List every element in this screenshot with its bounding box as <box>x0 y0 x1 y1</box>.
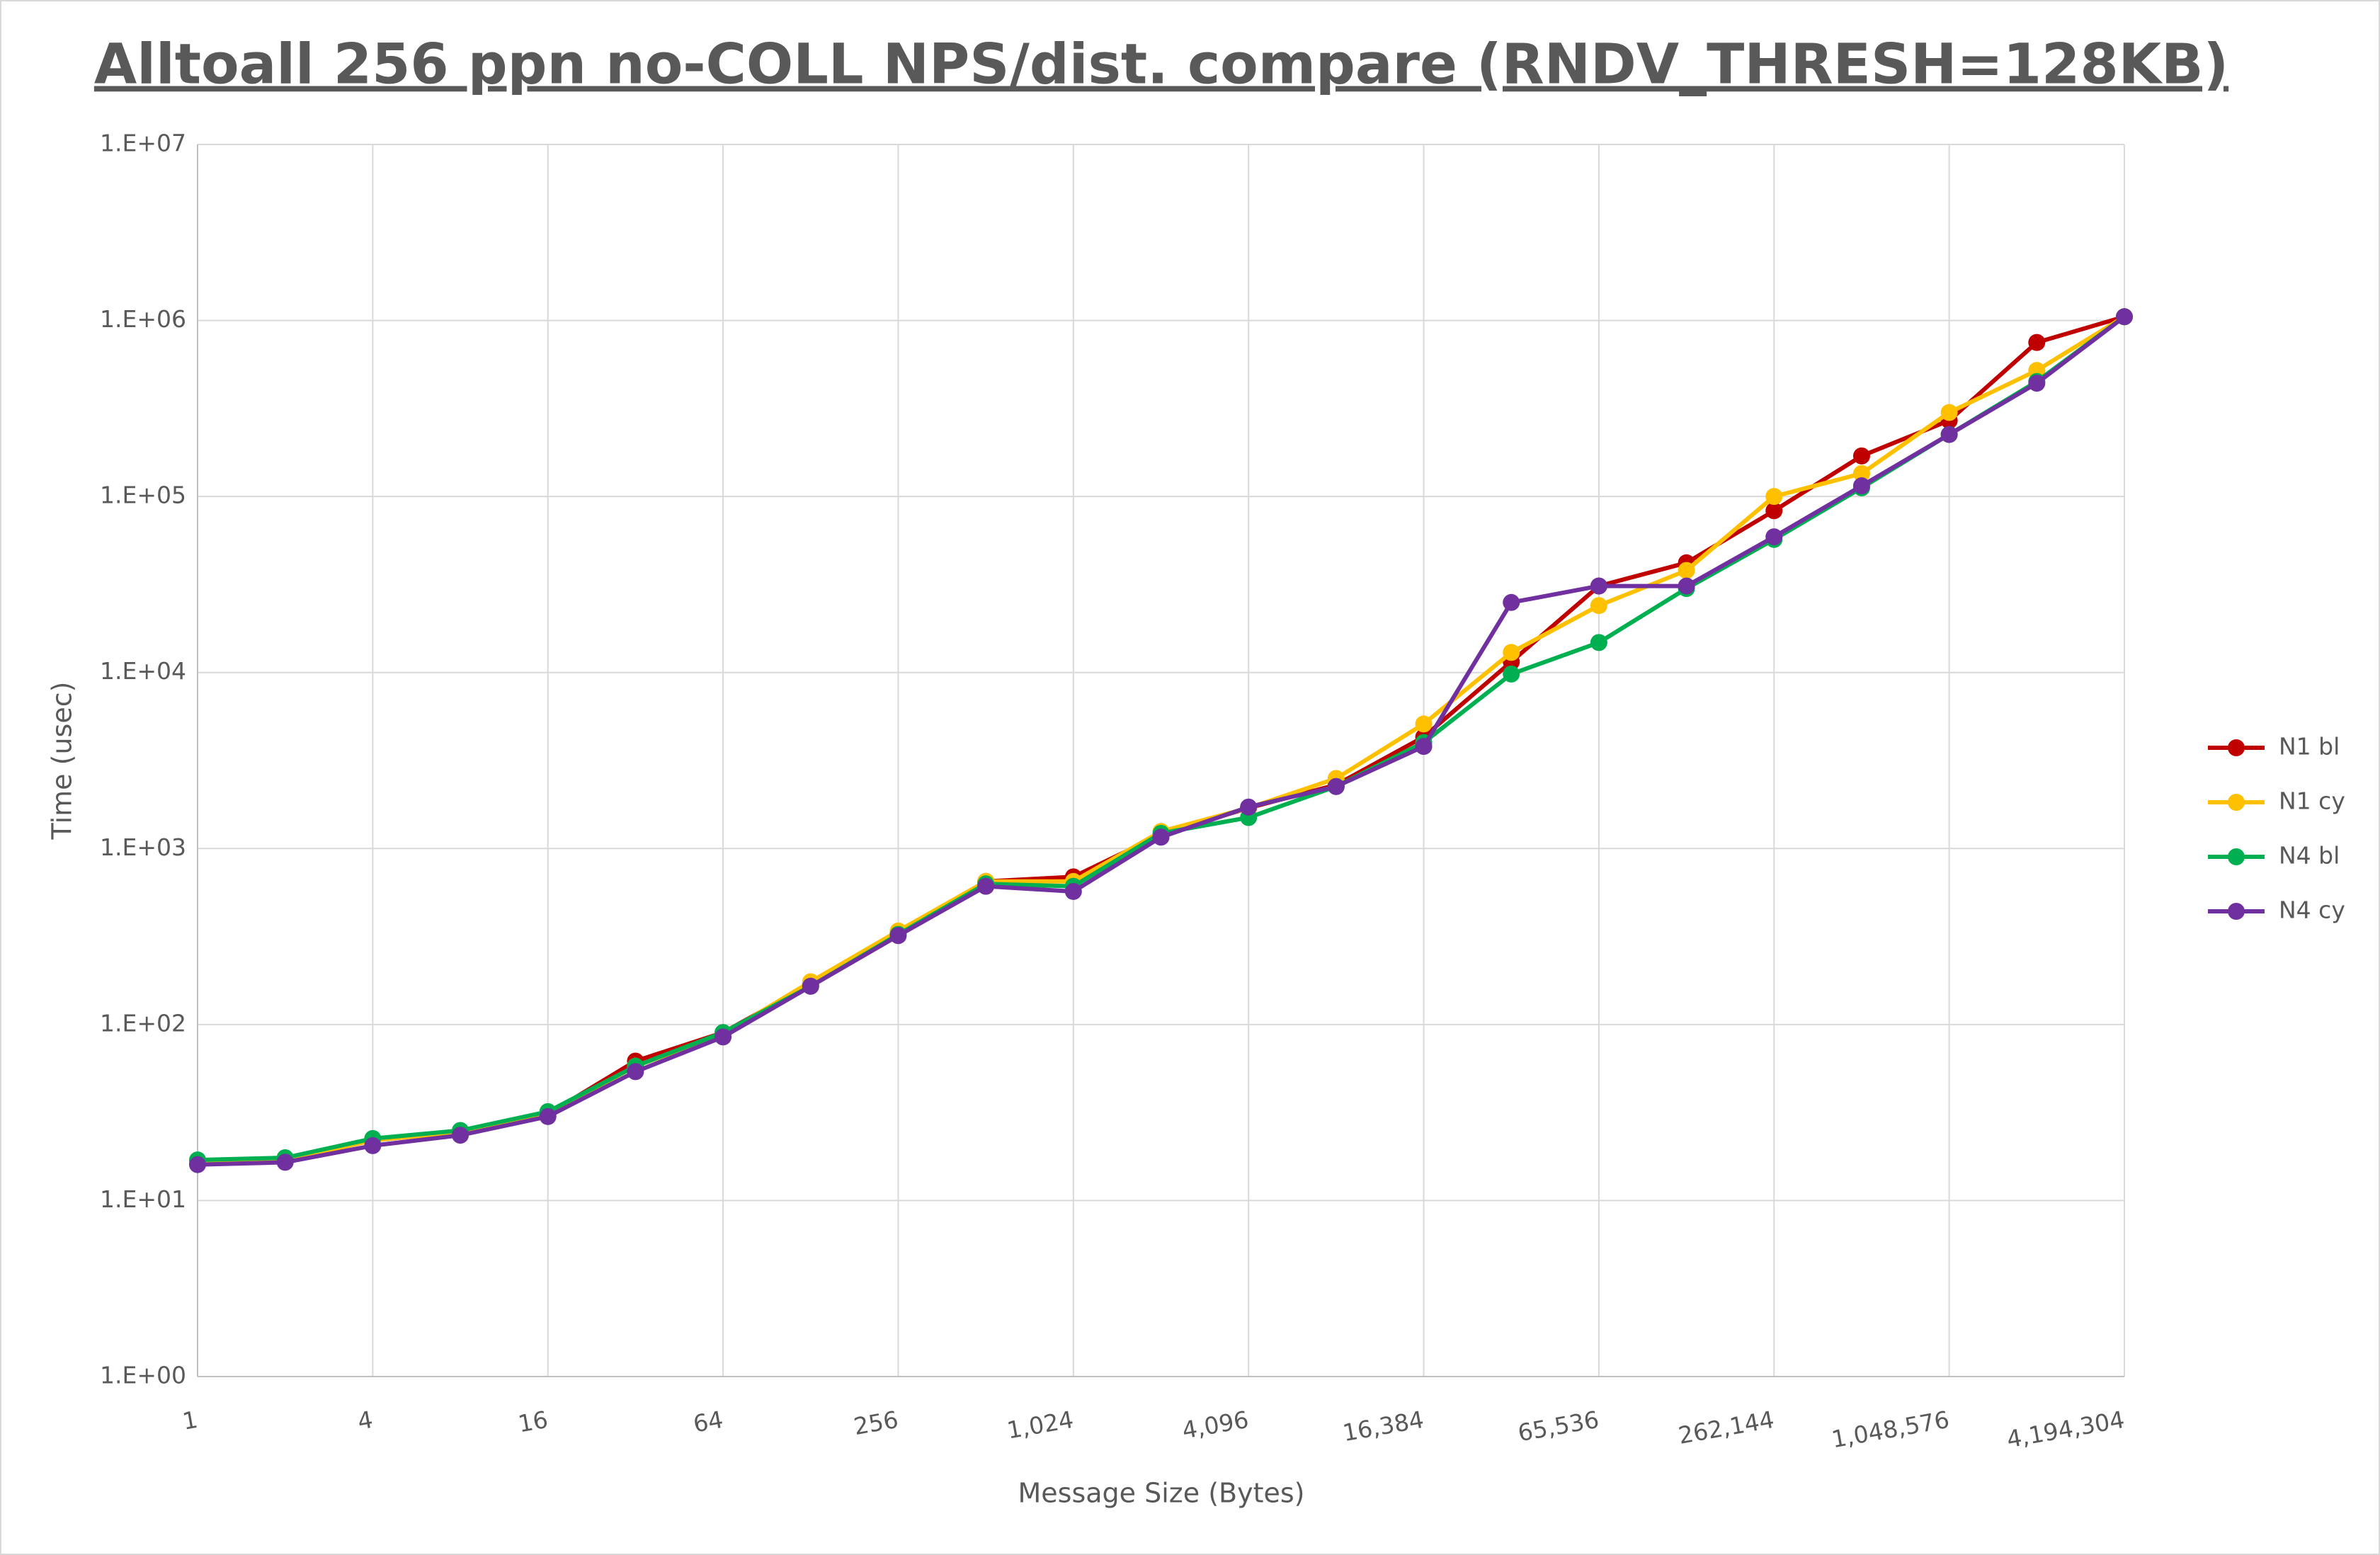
data-point <box>1503 644 1520 661</box>
data-point <box>1590 597 1607 615</box>
data-point <box>1415 715 1433 733</box>
data-point <box>2028 375 2046 392</box>
data-point <box>189 1156 206 1173</box>
data-point <box>539 1107 557 1125</box>
y-tick-label: 1.E+07 <box>100 130 186 157</box>
data-point <box>2028 334 2046 351</box>
y-axis-title: Time (usec) <box>47 682 78 841</box>
data-point <box>1327 778 1345 795</box>
data-point <box>276 1154 294 1171</box>
y-tick-label: 1.E+01 <box>100 1185 186 1213</box>
legend-marker <box>2228 739 2245 756</box>
data-point <box>1503 665 1520 683</box>
legend-label: N4 bl <box>2279 842 2340 870</box>
data-point <box>1415 738 1433 756</box>
data-point <box>627 1063 644 1081</box>
data-point <box>1765 502 1783 520</box>
data-point <box>1852 465 1870 482</box>
legend-marker <box>2228 794 2245 811</box>
data-point <box>1852 477 1870 495</box>
data-point <box>1852 447 1870 465</box>
data-point <box>1678 562 1695 579</box>
data-point <box>2116 308 2133 326</box>
data-point <box>1765 528 1783 546</box>
legend-marker <box>2228 848 2245 865</box>
data-point <box>977 877 995 895</box>
legend-label: N4 cy <box>2279 896 2345 924</box>
data-point <box>889 927 907 945</box>
data-point <box>1240 798 1258 816</box>
data-point <box>1152 828 1170 846</box>
data-point <box>452 1127 469 1144</box>
data-point <box>1590 577 1607 595</box>
y-tick-label: 1.E+00 <box>100 1362 186 1389</box>
data-point <box>1064 882 1082 900</box>
y-tick-label: 1.E+06 <box>100 305 186 333</box>
y-tick-label: 1.E+02 <box>100 1009 186 1037</box>
y-tick-label: 1.E+05 <box>100 482 186 509</box>
data-point <box>1503 593 1520 611</box>
x-tick-label: 64 <box>691 1406 725 1438</box>
y-tick-label: 1.E+03 <box>100 833 186 861</box>
data-point <box>364 1137 382 1154</box>
legend-marker <box>2228 903 2245 920</box>
x-tick-label: 16 <box>516 1406 550 1438</box>
data-point <box>1678 577 1695 595</box>
legend-label: N1 cy <box>2279 787 2345 815</box>
data-point <box>1590 634 1607 651</box>
data-point <box>1940 404 1958 421</box>
data-point <box>714 1028 732 1046</box>
x-axis-title: Message Size (Bytes) <box>1018 1478 1305 1509</box>
legend-label: N1 bl <box>2279 733 2340 761</box>
data-point <box>1765 488 1783 506</box>
chart-title: Alltoall 256 ppn no-COLL NPS/dist. compa… <box>94 33 2228 96</box>
data-point <box>802 977 819 995</box>
y-tick-label: 1.E+04 <box>100 657 186 685</box>
data-point <box>1940 426 1958 443</box>
